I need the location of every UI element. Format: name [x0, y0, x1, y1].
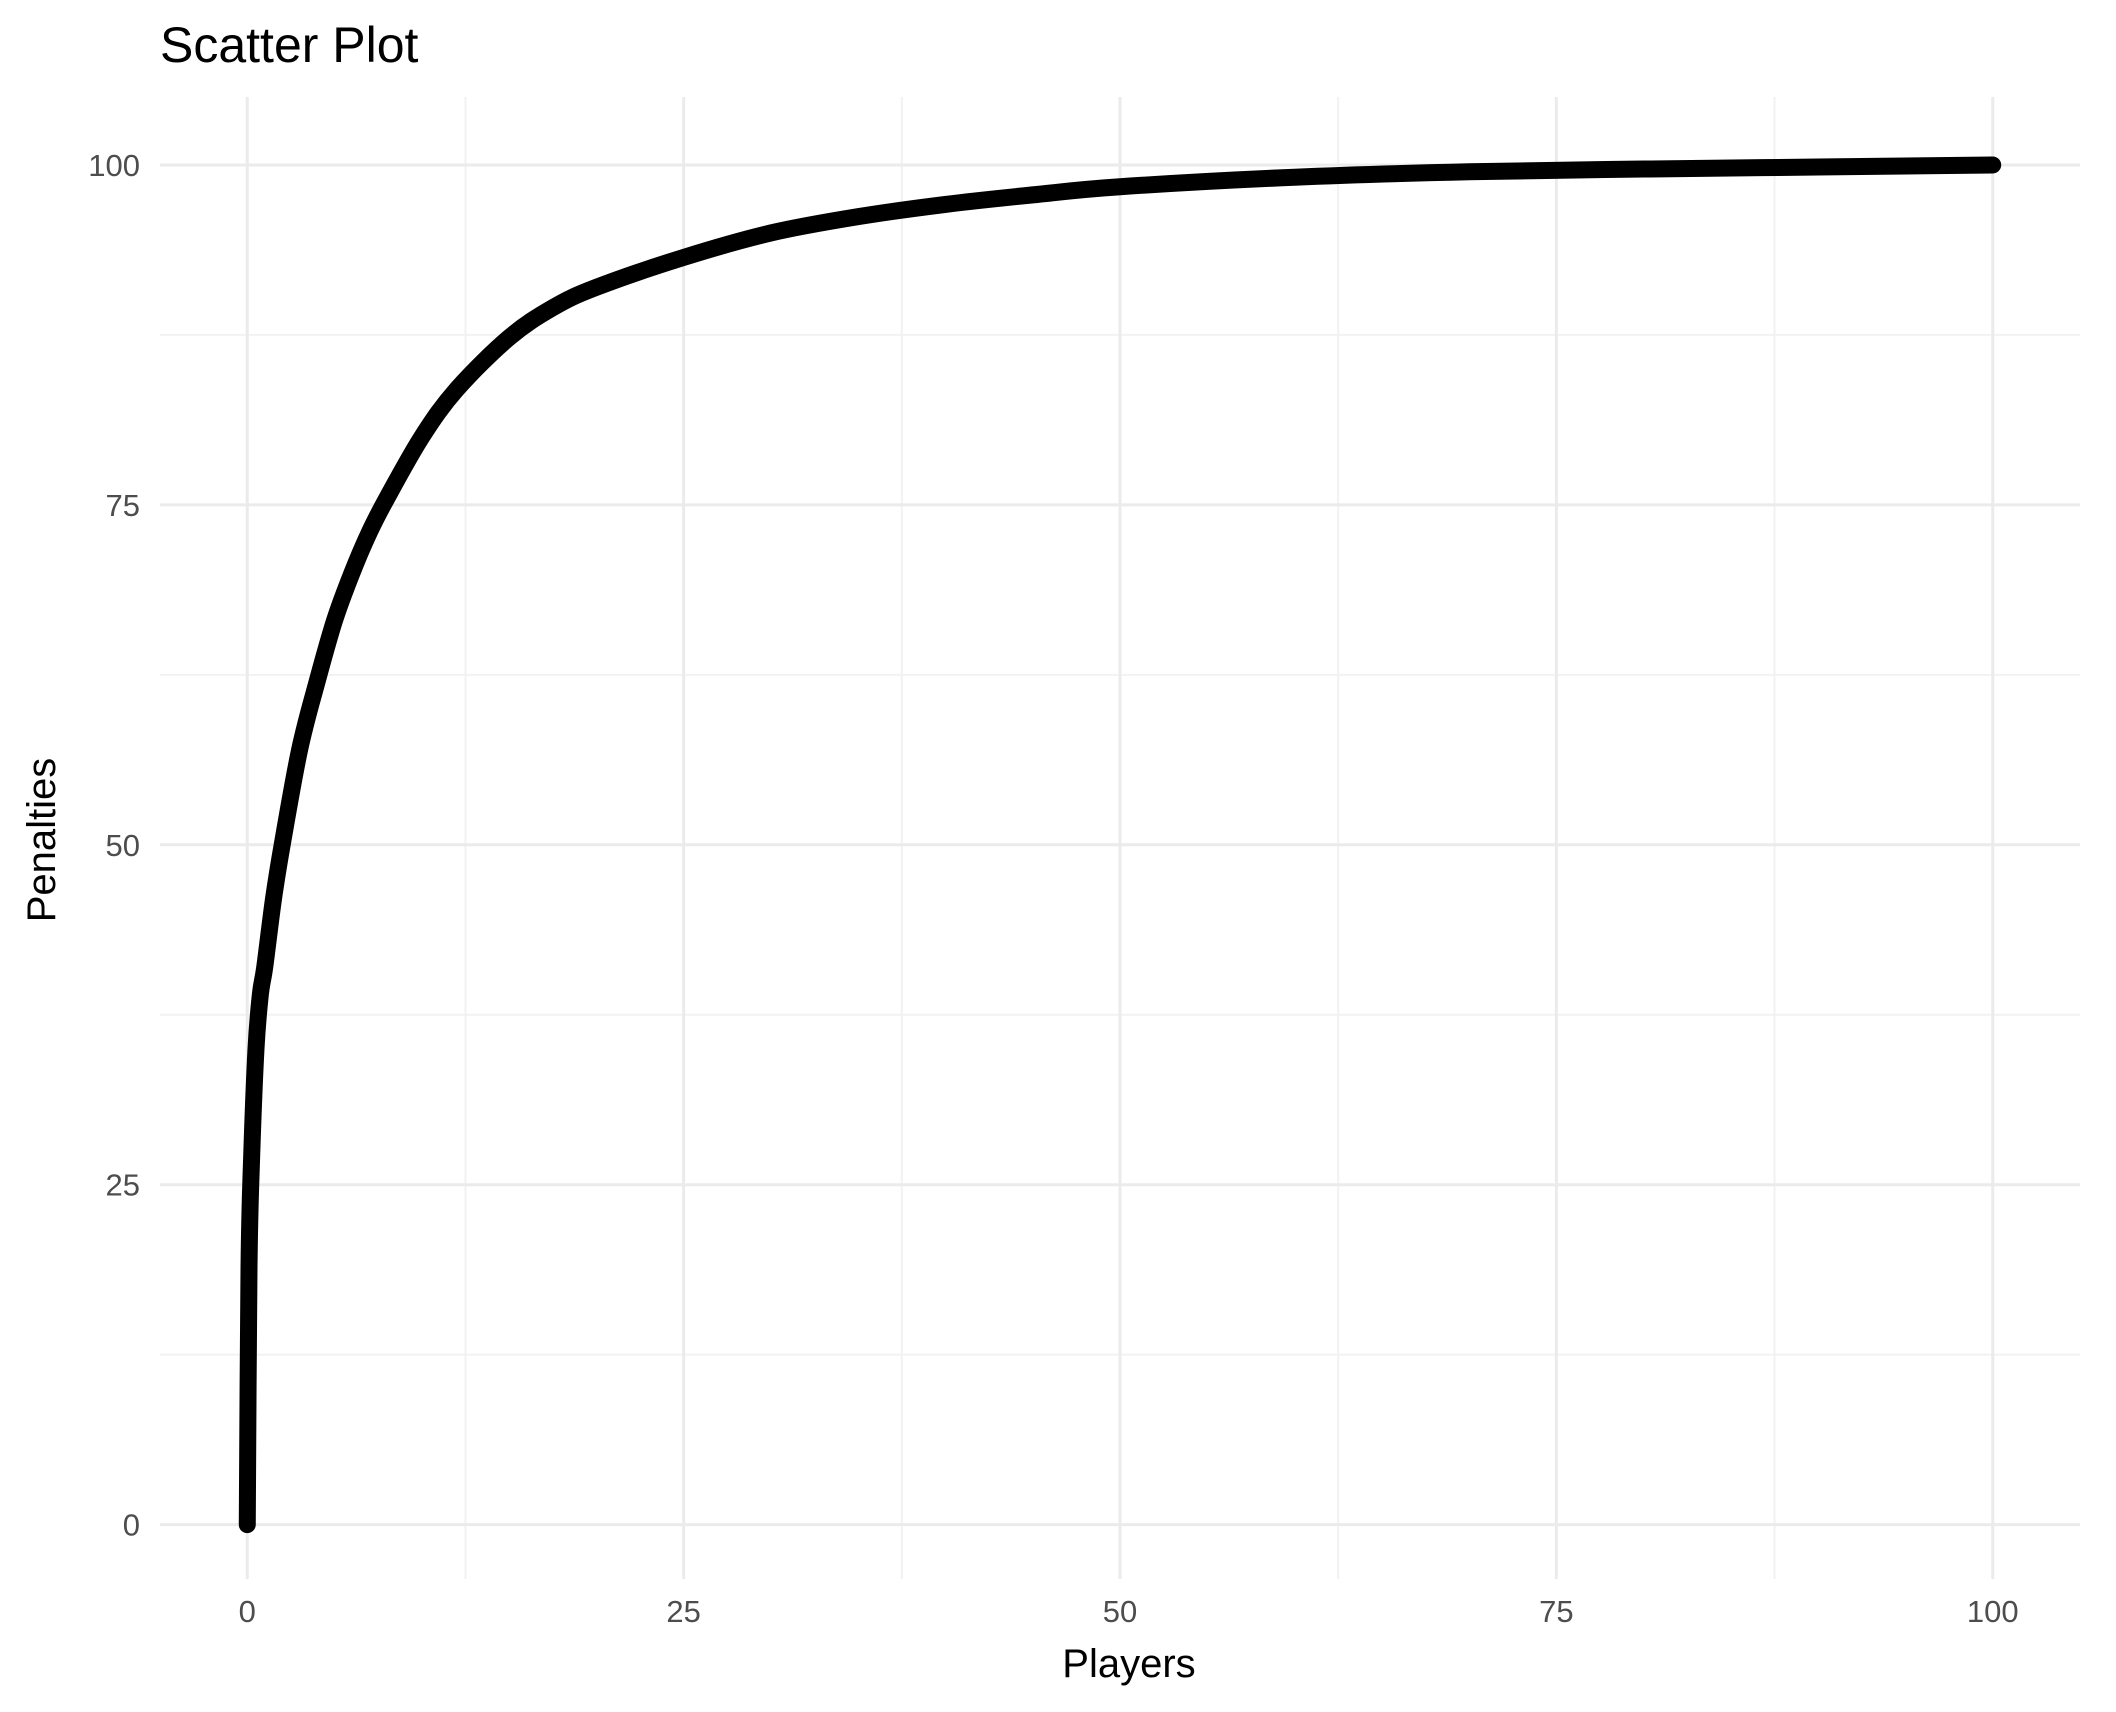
y-tick-label: 0 — [123, 1508, 140, 1543]
series-line — [238, 156, 2002, 1534]
y-tick-label: 25 — [106, 1168, 140, 1203]
y-axis-title: Penalties — [20, 758, 64, 923]
x-tick-label: 100 — [1967, 1594, 2019, 1629]
tick-labels: 0 25 50 75 100 0 25 50 75 100 — [88, 148, 2018, 1629]
y-tick-label: 75 — [106, 488, 140, 523]
grid — [160, 97, 2080, 1579]
chart-title: Scatter Plot — [160, 17, 419, 73]
series-layer — [238, 156, 2002, 1534]
y-tick-label: 100 — [88, 148, 140, 183]
x-tick-label: 25 — [666, 1594, 700, 1629]
x-tick-label: 50 — [1103, 1594, 1137, 1629]
x-tick-label: 0 — [239, 1594, 256, 1629]
x-tick-label: 75 — [1539, 1594, 1573, 1629]
y-tick-label: 50 — [106, 828, 140, 863]
x-axis-title: Players — [1062, 1642, 1195, 1686]
